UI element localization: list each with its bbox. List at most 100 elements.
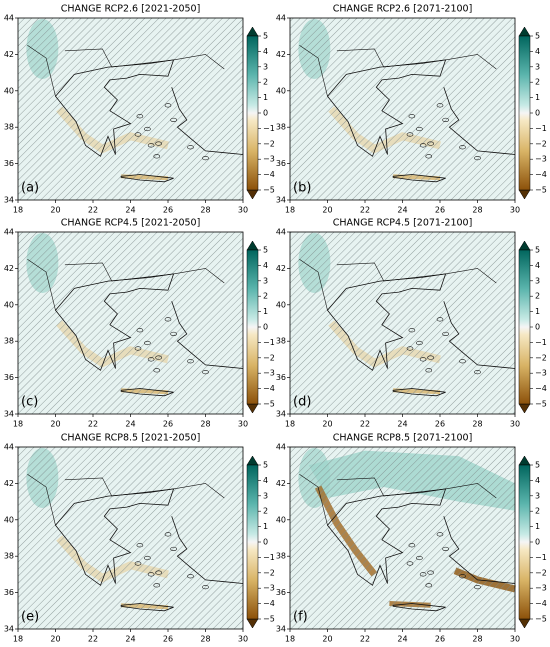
y-tick-label: 36 bbox=[276, 373, 286, 382]
x-tick-label: 20 bbox=[322, 420, 332, 429]
island bbox=[144, 340, 151, 346]
island bbox=[164, 317, 172, 322]
island bbox=[187, 574, 194, 579]
island bbox=[419, 357, 427, 362]
coastline bbox=[392, 388, 446, 397]
colorbar-tick-label: −4 bbox=[535, 384, 547, 393]
island bbox=[164, 103, 172, 108]
colorbar-tick-label: 5 bbox=[263, 461, 268, 470]
x-tick-label: 18 bbox=[285, 206, 295, 215]
y-tick-label: 34 bbox=[4, 196, 14, 205]
colorbar-tick-label: −5 bbox=[535, 186, 547, 195]
island bbox=[144, 555, 151, 561]
colorbar bbox=[246, 35, 259, 191]
colorbar-tick-label: 4 bbox=[535, 476, 540, 485]
island bbox=[147, 572, 155, 577]
colorbar-tick-label: 4 bbox=[535, 47, 540, 56]
panel-title: CHANGE RCP2.6 [2021-2050] bbox=[61, 4, 201, 15]
y-tick-label: 40 bbox=[4, 300, 14, 309]
colorbar-tick-label: −2 bbox=[263, 568, 275, 577]
island bbox=[425, 583, 433, 588]
y-tick-label: 34 bbox=[4, 410, 14, 419]
panel-label: (d) bbox=[293, 395, 311, 410]
x-tick-label: 26 bbox=[163, 206, 173, 215]
colorbar-tick-label: −1 bbox=[263, 338, 275, 347]
island bbox=[170, 331, 177, 337]
border bbox=[27, 259, 56, 311]
x-tick-label: 18 bbox=[13, 420, 23, 429]
coastline bbox=[443, 516, 516, 584]
island bbox=[202, 156, 209, 161]
island bbox=[427, 141, 434, 146]
y-tick-label: 40 bbox=[276, 515, 286, 524]
hatching bbox=[18, 447, 243, 629]
colorbar-tick-label: 3 bbox=[263, 491, 268, 500]
colorbar-tick-label: −4 bbox=[263, 599, 275, 608]
colorbar-tick-label: −3 bbox=[263, 155, 275, 164]
colorbar-tick-label: 5 bbox=[263, 32, 268, 41]
x-tick-label: 20 bbox=[50, 206, 60, 215]
x-tick-label: 24 bbox=[125, 635, 135, 644]
colorbar-tick-label: 0 bbox=[535, 109, 540, 118]
border bbox=[299, 259, 328, 311]
island bbox=[408, 328, 416, 333]
x-tick-label: 20 bbox=[322, 635, 332, 644]
x-tick-label: 18 bbox=[285, 635, 295, 644]
island bbox=[155, 570, 162, 575]
colorbar-tick-label: 4 bbox=[535, 261, 540, 270]
border bbox=[299, 45, 328, 97]
x-tick-label: 30 bbox=[238, 420, 248, 429]
colorbar-tick-label: 3 bbox=[535, 62, 540, 71]
island bbox=[425, 368, 433, 373]
colorbar-tick-label: 0 bbox=[263, 109, 268, 118]
border bbox=[336, 477, 497, 499]
island bbox=[202, 585, 209, 590]
coastline bbox=[326, 273, 447, 371]
colorbar-extend bbox=[246, 240, 259, 251]
x-tick-label: 24 bbox=[125, 206, 135, 215]
island bbox=[144, 126, 151, 132]
island bbox=[427, 570, 434, 575]
colorbar-tick-label: −3 bbox=[535, 369, 547, 378]
hatching bbox=[18, 232, 243, 414]
island bbox=[153, 583, 161, 588]
coastline bbox=[326, 488, 447, 586]
colorbar-tick-label: −4 bbox=[263, 384, 275, 393]
colorbar-tick-label: −4 bbox=[535, 170, 547, 179]
island bbox=[170, 117, 177, 123]
island bbox=[436, 532, 444, 537]
y-tick-label: 34 bbox=[276, 625, 286, 634]
colorbar-tick-label: −5 bbox=[263, 186, 275, 195]
y-tick-label: 38 bbox=[276, 552, 286, 561]
colorbar-tick-label: −5 bbox=[263, 615, 275, 624]
colorbar-extend bbox=[246, 26, 259, 37]
y-tick-label: 40 bbox=[276, 300, 286, 309]
colorbar-tick-label: −1 bbox=[263, 124, 275, 133]
colorbar-tick-label: 2 bbox=[535, 507, 540, 516]
x-tick-label: 18 bbox=[285, 420, 295, 429]
colorbar-tick-label: 0 bbox=[535, 538, 540, 547]
coastline bbox=[443, 87, 516, 155]
hatching bbox=[290, 232, 515, 414]
hatching bbox=[18, 18, 243, 200]
island bbox=[459, 574, 466, 579]
island bbox=[134, 561, 142, 566]
colorbar bbox=[518, 464, 531, 620]
y-tick-label: 38 bbox=[276, 123, 286, 132]
border bbox=[27, 45, 56, 97]
coastline bbox=[392, 174, 446, 183]
border bbox=[27, 474, 56, 526]
x-tick-label: 24 bbox=[397, 206, 407, 215]
hatching bbox=[290, 18, 515, 200]
colorbar-tick-label: 1 bbox=[535, 93, 540, 102]
colorbar-tick-label: 4 bbox=[263, 261, 268, 270]
island bbox=[153, 154, 161, 159]
island bbox=[134, 346, 142, 351]
colorbar-tick-label: −1 bbox=[535, 553, 547, 562]
coastline bbox=[171, 516, 244, 584]
x-tick-label: 30 bbox=[238, 206, 248, 215]
island bbox=[427, 355, 434, 360]
y-tick-label: 36 bbox=[276, 159, 286, 168]
island bbox=[408, 114, 416, 119]
border bbox=[64, 477, 225, 499]
